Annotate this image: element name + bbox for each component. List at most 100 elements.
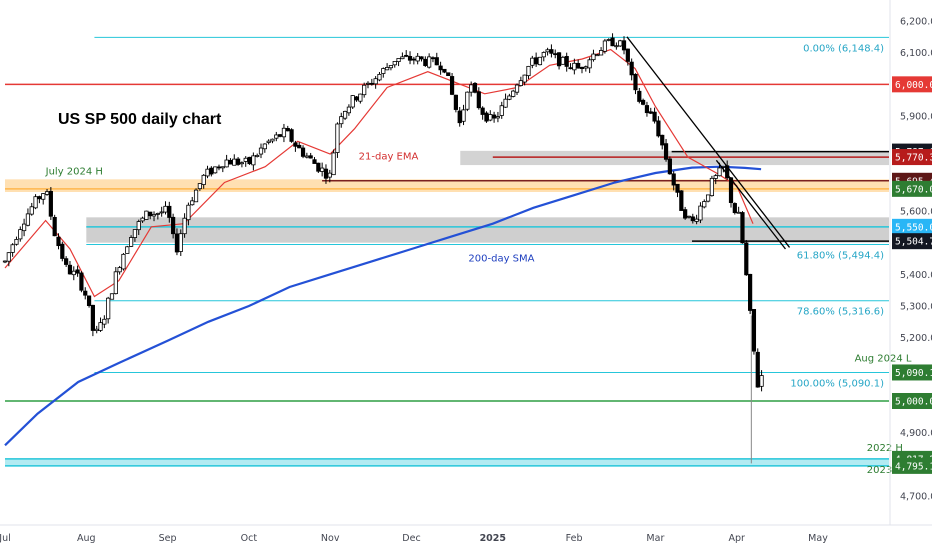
candle — [365, 82, 371, 85]
candle — [278, 134, 283, 137]
price-zone — [5, 458, 889, 466]
trendlines-layer — [626, 36, 791, 250]
candle — [148, 211, 153, 217]
price-tag — [892, 218, 932, 235]
candle — [251, 155, 256, 166]
candle — [598, 50, 604, 56]
candle — [346, 106, 351, 114]
candle — [293, 142, 298, 147]
candle — [442, 68, 447, 73]
candle — [44, 191, 50, 195]
candle — [591, 53, 596, 61]
candle — [663, 143, 669, 160]
candle — [255, 154, 260, 157]
candle — [98, 322, 103, 331]
candle — [171, 216, 176, 235]
price-tag-label: 5,770.3 — [895, 153, 932, 164]
candle — [534, 57, 539, 65]
candle — [323, 168, 329, 179]
ema-21-line — [4, 48, 754, 298]
candle — [415, 55, 420, 62]
candle — [453, 94, 458, 110]
candle — [423, 58, 428, 66]
x-tick-label: Jul — [0, 533, 11, 544]
price-tags-layer: 6,000.05,787.65,770.35,695.45,670.05,550… — [892, 76, 932, 474]
candle — [652, 111, 657, 122]
candle — [79, 272, 84, 291]
y-tick-label: 5,600.0 — [900, 207, 932, 218]
candle — [476, 91, 481, 109]
annotations-layer: July 2024 H 21-day EMA 200-day SMA Aug 2024… — [45, 152, 912, 477]
candle — [335, 123, 340, 153]
candle — [683, 209, 688, 219]
candle — [71, 270, 76, 276]
candle — [6, 252, 11, 262]
price-tag — [892, 76, 932, 93]
candle — [281, 127, 287, 138]
price-tag-label: 5,504.7 — [895, 237, 932, 248]
candle — [60, 243, 65, 259]
candle — [388, 65, 394, 69]
candle — [90, 304, 95, 331]
candle — [140, 217, 145, 222]
candle — [404, 54, 409, 57]
candle — [499, 105, 504, 116]
candle — [537, 56, 543, 66]
candle — [434, 57, 439, 66]
candle — [449, 76, 455, 95]
candle — [377, 73, 382, 81]
candle — [740, 212, 745, 244]
candle — [167, 205, 172, 218]
trendline — [626, 36, 791, 248]
candle — [300, 147, 306, 157]
candle — [213, 166, 218, 174]
x-tick-label: Mar — [646, 533, 664, 544]
candle — [671, 173, 676, 186]
candle — [113, 271, 118, 295]
candle — [342, 110, 348, 119]
candle — [690, 216, 695, 222]
candle — [728, 177, 734, 203]
candle — [155, 212, 160, 215]
y-tick-label: 5,200.0 — [900, 333, 932, 344]
y-tick-label: 5,900.0 — [900, 112, 932, 123]
candle — [316, 162, 321, 172]
candle — [178, 233, 183, 252]
candle — [270, 138, 275, 142]
y-tick-label: 4,700.0 — [900, 492, 932, 503]
y-tick-label: 5,300.0 — [900, 302, 932, 313]
candle — [33, 196, 38, 209]
candle — [576, 62, 581, 69]
candle — [461, 109, 466, 122]
time-axis: Jul Aug Sep Oct Nov Dec 2025 Feb Mar Apr May — [0, 533, 828, 544]
candle — [621, 40, 627, 51]
candle — [18, 229, 23, 240]
candle — [541, 52, 546, 58]
candle — [106, 297, 111, 320]
candle — [430, 57, 436, 60]
candle — [239, 162, 245, 165]
fib-label: 100.00% (5,090.1) — [790, 378, 884, 389]
candle — [2, 260, 8, 263]
candle — [553, 53, 558, 56]
candle — [64, 258, 69, 265]
candle — [637, 90, 642, 102]
candle — [744, 242, 749, 276]
candle — [339, 116, 344, 125]
chart-title: US SP 500 daily chart — [58, 111, 222, 128]
annotation-label: 2022 H — [867, 443, 903, 454]
candle — [511, 90, 516, 97]
candle — [644, 105, 650, 114]
price-tag-label: 4,795.1 — [895, 461, 932, 472]
candle — [518, 80, 523, 86]
price-zone — [460, 150, 889, 166]
candle — [94, 328, 99, 332]
candle — [369, 82, 374, 85]
candle — [732, 203, 737, 214]
candle — [197, 183, 202, 190]
annotation-label: July 2024 H — [45, 166, 103, 177]
y-tick-label: 6,200.0 — [900, 17, 932, 28]
candle — [285, 128, 290, 132]
candle — [205, 168, 210, 177]
